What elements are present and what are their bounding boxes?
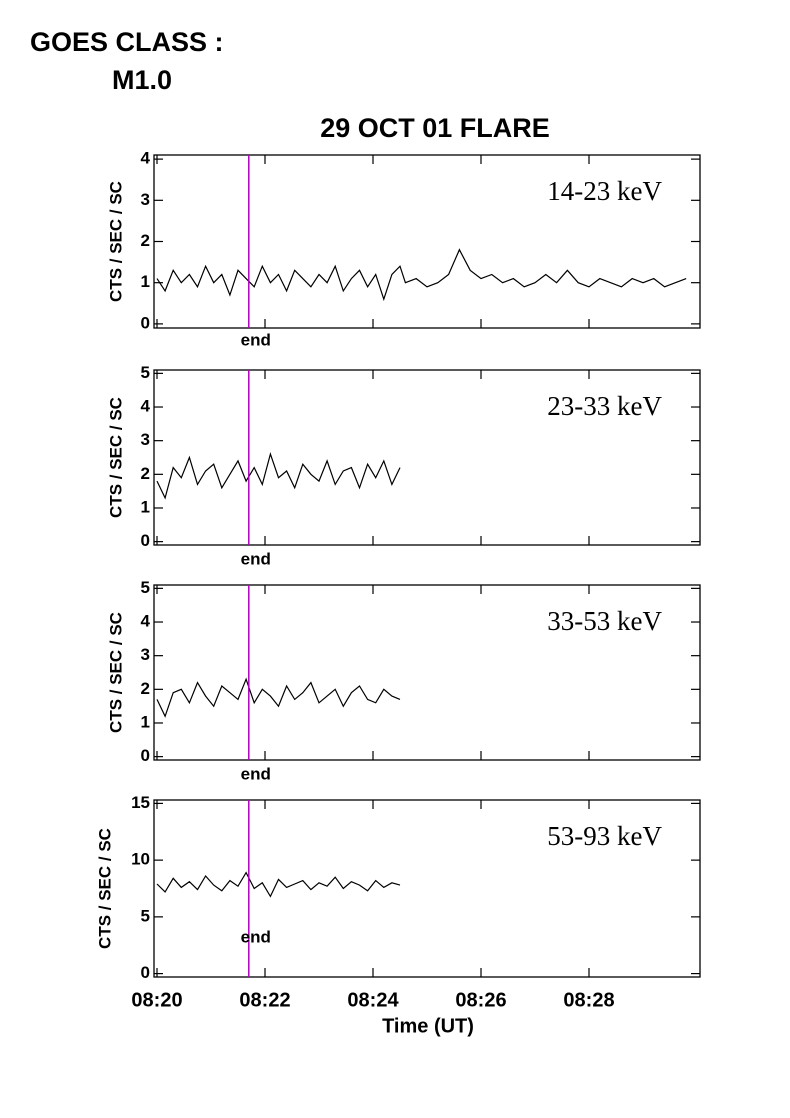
plot-frame	[153, 799, 701, 978]
y-tick-label: 2	[141, 231, 150, 250]
x-tick-label: 08:24	[347, 989, 399, 1011]
y-tick-label: 10	[131, 850, 150, 869]
y-tick-label: 1	[141, 497, 150, 516]
y-tick-label: 0	[141, 746, 150, 765]
goes-class: M1.0	[112, 65, 172, 95]
end-label: end	[241, 330, 271, 349]
y-tick-label: 4	[141, 149, 151, 168]
y-tick-label: 4	[141, 397, 151, 416]
chart-title: 29 OCT 01 FLARE	[320, 113, 550, 143]
y-tick-label: 0	[141, 531, 150, 550]
y-tick-label: 2	[141, 464, 150, 483]
end-label: end	[241, 927, 271, 946]
plot-frame	[153, 369, 701, 546]
data-line	[156, 871, 401, 898]
x-tick-label: 08:26	[455, 989, 506, 1011]
y-tick-label: 0	[141, 963, 150, 982]
y-tick-label: 3	[141, 190, 150, 209]
end-label: end	[241, 764, 271, 783]
y-tick-label: 5	[141, 906, 150, 925]
y-tick-label: 5	[141, 363, 150, 382]
data-line	[156, 452, 401, 500]
y-tick-label: 1	[141, 712, 150, 731]
y-axis-label: CTS / SEC / SC	[95, 828, 114, 949]
x-tick-label: 08:20	[131, 989, 182, 1011]
y-tick-label: 3	[141, 645, 150, 664]
x-tick-label: 08:22	[239, 989, 290, 1011]
end-label: end	[241, 549, 271, 568]
y-tick-label: 15	[131, 793, 150, 812]
panel-label: 53-93 keV	[547, 821, 662, 851]
panel-label: 33-53 keV	[547, 606, 662, 636]
y-tick-label: 2	[141, 679, 150, 698]
x-tick-label: 08:28	[563, 989, 614, 1011]
plot-frame	[153, 584, 701, 761]
y-tick-label: 3	[141, 430, 150, 449]
x-axis-label: Time (UT)	[382, 1015, 474, 1037]
goes-label: GOES CLASS :	[30, 27, 224, 57]
data-line	[156, 677, 401, 718]
y-tick-label: 0	[141, 313, 150, 332]
y-axis-label: CTS / SEC / SC	[106, 612, 125, 733]
y-tick-label: 1	[141, 272, 150, 291]
panel-label: 14-23 keV	[547, 176, 662, 206]
panel-label: 23-33 keV	[547, 391, 662, 421]
data-line	[156, 248, 687, 302]
y-tick-label: 4	[141, 612, 151, 631]
y-axis-label: CTS / SEC / SC	[106, 181, 125, 302]
y-tick-label: 5	[141, 578, 150, 597]
y-axis-label: CTS / SEC / SC	[106, 397, 125, 518]
